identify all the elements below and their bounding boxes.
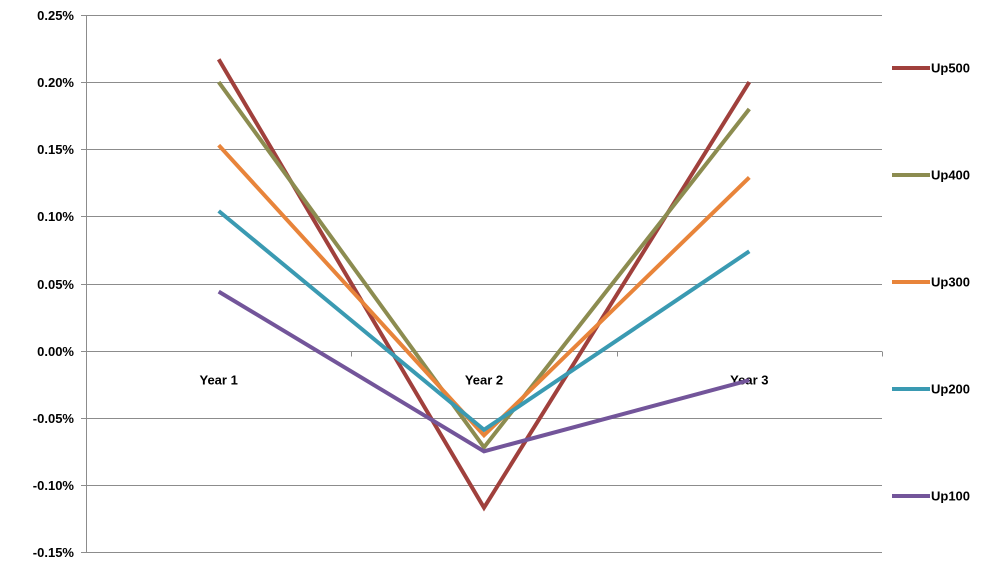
y-tick-label: -0.10% [33, 478, 75, 493]
y-axis-tick-labels: 0.25% 0.20% 0.15% 0.10% 0.05% 0.00% -0.05% -0.1… [33, 8, 75, 560]
legend: Up500 Up400 Up300 Up200 Up100 [892, 61, 970, 504]
x-axis-tick-labels: Year 1 Year 2 Year 3 [200, 373, 769, 388]
legend-label: Up400 [931, 168, 970, 183]
gridlines [86, 15, 882, 553]
axes [81, 15, 883, 553]
series-line-up400 [217, 80, 751, 451]
x-tick-label: Year 1 [200, 373, 238, 388]
series-line-up200 [217, 209, 751, 433]
y-tick-label: -0.05% [33, 411, 75, 426]
y-tick-label: 0.05% [37, 277, 74, 292]
y-tick-label: 0.10% [37, 209, 74, 224]
legend-label: Up300 [931, 275, 970, 290]
legend-label: Up100 [931, 489, 970, 504]
y-tick-label: 0.20% [37, 75, 74, 90]
series-line-up500 [216, 58, 751, 512]
y-tick-label: 0.00% [37, 344, 74, 359]
series-line-up300 [217, 143, 751, 439]
y-tick-label: 0.15% [37, 142, 74, 157]
legend-label: Up500 [931, 61, 970, 76]
legend-label: Up200 [931, 382, 970, 397]
y-tick-label: 0.25% [37, 8, 74, 23]
series-lines [216, 58, 751, 512]
y-tick-label: -0.15% [33, 545, 75, 560]
x-tick-label: Year 2 [465, 373, 503, 388]
series-line-up100 [217, 289, 750, 454]
